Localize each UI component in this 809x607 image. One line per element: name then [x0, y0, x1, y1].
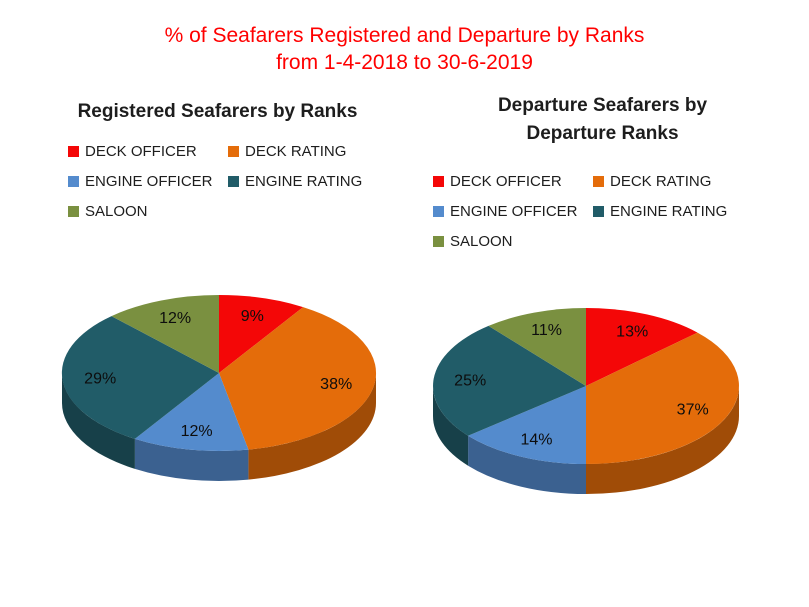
legend-item-engine-officer: ENGINE OFFICER — [433, 202, 593, 220]
legend-label: DECK OFFICER — [85, 142, 197, 160]
pie-data-label-engine-rating: 29% — [84, 371, 116, 388]
legend-swatch-engine-rating — [593, 205, 604, 217]
legend-label: ENGINE RATING — [610, 202, 728, 220]
legend-item-deck-rating: DECK RATING — [228, 142, 388, 160]
legend-label: DECK OFFICER — [450, 172, 562, 190]
legend-swatch-deck-officer — [433, 175, 444, 187]
chart-panel-registered: Registered Seafarers by Ranks DECK OFFIC… — [30, 90, 405, 560]
legend-swatch-engine-officer — [68, 175, 79, 187]
legend-item-deck-officer: DECK OFFICER — [433, 172, 593, 190]
pie-chart-registered: 9% 38% 12% 29% 12% — [61, 294, 377, 481]
main-title: % of Seafarers Registered and Departure … — [0, 22, 809, 76]
pie-side-engine-rating — [61, 373, 135, 469]
legend-swatch-deck-rating — [593, 175, 604, 187]
pie-slice-engine-rating — [61, 316, 220, 439]
legend-swatch-deck-rating — [228, 145, 239, 157]
pie-data-label-deck-rating: 38% — [320, 376, 352, 393]
pie-slice-engine-rating — [433, 325, 586, 436]
chart-title-line: Departure Ranks — [526, 123, 679, 144]
legend-label: DECK RATING — [245, 142, 347, 160]
chart-title-line: Registered Seafarers by Ranks — [77, 101, 358, 122]
pie-slice-engine-officer — [134, 373, 249, 451]
legend-label: SALOON — [450, 232, 513, 250]
legend-label: SALOON — [85, 202, 148, 220]
pie-data-label-deck-officer: 9% — [241, 308, 264, 325]
legend-item-engine-rating: ENGINE RATING — [593, 202, 753, 220]
pie-data-label-saloon: 12% — [159, 310, 191, 327]
chart-title-registered: Registered Seafarers by Ranks — [30, 98, 405, 126]
pie-data-label-deck-officer: 13% — [616, 324, 648, 341]
pie-slice-deck-rating — [219, 307, 377, 450]
pie-chart-departure: 13% 37% 14% 25% 11% — [433, 308, 739, 494]
legend-item-saloon: SALOON — [68, 202, 228, 220]
pie-data-label-deck-rating: 37% — [677, 402, 709, 419]
legend-label: DECK RATING — [610, 172, 712, 190]
pie-side-engine-rating — [433, 386, 469, 466]
legend-item-saloon: SALOON — [433, 232, 593, 250]
legend-swatch-deck-officer — [68, 145, 79, 157]
legend-item-engine-rating: ENGINE RATING — [228, 172, 388, 190]
pie-side-engine-officer — [468, 435, 586, 494]
legend-registered: DECK OFFICER DECK RATING ENGINE OFFICER ENG… — [68, 142, 388, 220]
legend-swatch-saloon — [433, 235, 444, 247]
pie-slice-deck-rating — [586, 332, 739, 464]
pie-side-deck-rating — [586, 386, 739, 494]
main-title-line1: % of Seafarers Registered and Departure … — [164, 24, 645, 47]
pie-slice-deck-officer — [586, 308, 698, 386]
pie-slice-saloon — [111, 294, 219, 373]
legend-swatch-engine-officer — [433, 205, 444, 217]
pie-data-label-engine-rating: 25% — [454, 372, 486, 389]
pie-slice-saloon — [488, 308, 586, 386]
legend-item-deck-rating: DECK RATING — [593, 172, 753, 190]
pie-slice-deck-officer — [219, 294, 304, 373]
pie-data-label-saloon: 11% — [531, 322, 562, 339]
legend-label: ENGINE RATING — [245, 172, 363, 190]
legend-label: ENGINE OFFICER — [450, 202, 578, 220]
main-title-line2: from 1-4-2018 to 30-6-2019 — [276, 51, 533, 74]
legend-label: ENGINE OFFICER — [85, 172, 213, 190]
pie-data-label-engine-officer: 14% — [520, 432, 552, 449]
chart-title-departure: Departure Seafarers by Departure Ranks — [415, 92, 790, 148]
pie-side-engine-officer — [134, 438, 249, 481]
legend-item-engine-officer: ENGINE OFFICER — [68, 172, 228, 190]
chart-title-line: Departure Seafarers by — [497, 95, 708, 116]
legend-departure: DECK OFFICER DECK RATING ENGINE OFFICER ENG… — [433, 172, 753, 250]
legend-swatch-engine-rating — [228, 175, 239, 187]
legend-item-deck-officer: DECK OFFICER — [68, 142, 228, 160]
chart-panel-departure: Departure Seafarers by Departure Ranks D… — [415, 90, 790, 560]
pie-side-deck-rating — [248, 373, 376, 480]
pie-slice-engine-officer — [468, 386, 586, 464]
pie-data-label-engine-officer: 12% — [181, 423, 213, 440]
legend-swatch-saloon — [68, 205, 79, 217]
